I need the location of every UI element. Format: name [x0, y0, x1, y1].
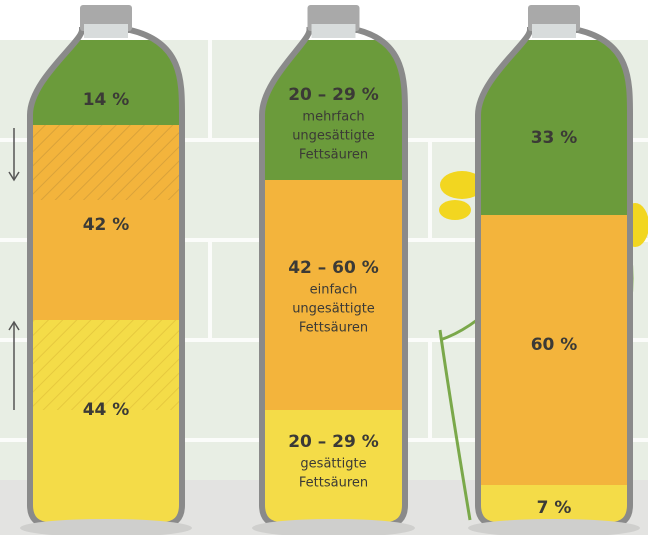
segment-value: 42 % — [83, 215, 130, 235]
segment-caption: Fettsäuren — [299, 321, 368, 336]
segment-caption: ungesättigte — [292, 302, 375, 317]
segment-value: 7 % — [537, 498, 572, 518]
segment — [30, 125, 182, 200]
segment-value: 20 – 29 % — [288, 432, 379, 452]
segment-value: 20 – 29 % — [288, 85, 379, 105]
segment-caption: Fettsäuren — [299, 148, 368, 163]
neck — [84, 24, 128, 38]
bottle: 33 % 60 % 7 % — [478, 5, 630, 525]
bottle-body — [30, 40, 182, 525]
segment-value: 60 % — [531, 335, 578, 355]
segment — [30, 320, 182, 410]
neck — [532, 24, 576, 38]
segment-caption: gesättigte — [300, 457, 366, 472]
segment-value: 14 % — [83, 90, 130, 110]
bottle: 14 % 42 % 44 % — [30, 5, 182, 525]
segment-caption: Fettsäuren — [299, 476, 368, 491]
segment-value: 42 – 60 % — [288, 258, 379, 278]
segment-caption: einfach — [310, 283, 358, 298]
bottle-body — [478, 40, 630, 525]
neck — [312, 24, 356, 38]
infographic: 14 % 42 % 44 % 20 – 29 % mehrfach ungesättigt… — [0, 0, 648, 535]
segment-caption: ungesättigte — [292, 129, 375, 144]
segment-caption: mehrfach — [302, 110, 364, 125]
bottle: 20 – 29 % mehrfach ungesättigte Fettsäuren 4… — [262, 5, 405, 525]
segment-value: 44 % — [83, 400, 130, 420]
segment-value: 33 % — [531, 128, 578, 148]
segment — [30, 410, 182, 525]
